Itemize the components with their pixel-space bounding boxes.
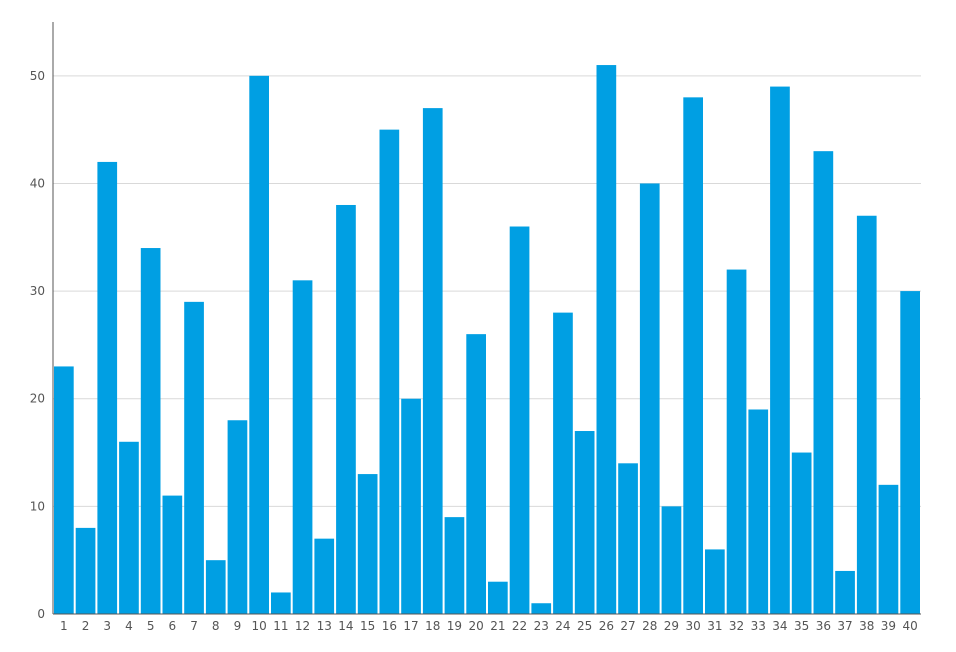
x-tick-label: 8 — [212, 619, 220, 633]
x-tick-label: 9 — [234, 619, 242, 633]
x-tick-label: 21 — [490, 619, 505, 633]
x-tick-label: 29 — [664, 619, 679, 633]
bar-18 — [422, 108, 443, 614]
y-tick-label: 30 — [30, 284, 45, 298]
bar-29 — [661, 506, 682, 614]
bar-7 — [184, 301, 204, 614]
axes — [52, 22, 921, 615]
bar-8 — [205, 560, 226, 614]
x-tick-label: 34 — [772, 619, 787, 633]
bar-9 — [227, 420, 248, 614]
bar-35 — [791, 452, 812, 614]
x-tick-label: 38 — [859, 619, 874, 633]
x-tick-label: 35 — [794, 619, 809, 633]
x-tick-label: 40 — [903, 619, 918, 633]
x-tick-labels: 1 2 3 4 5 6 7 8 9 10 11 12 13 14 15 16 17 18 19 20 21 22 23 24 2… — [60, 619, 918, 633]
bars — [54, 65, 920, 615]
y-tick-label: 50 — [30, 69, 45, 83]
bar-3 — [97, 161, 118, 614]
bar-26 — [596, 65, 617, 614]
bar-20 — [466, 334, 486, 614]
y-tick-label: 40 — [30, 176, 45, 190]
x-tick-label: 30 — [686, 619, 701, 633]
bar-14 — [336, 204, 356, 614]
x-tick-label: 5 — [147, 619, 155, 633]
x-tick-label: 39 — [881, 619, 896, 633]
x-tick-label: 20 — [469, 619, 484, 633]
bar-37 — [835, 570, 855, 614]
bar-24 — [553, 312, 573, 614]
bar-31 — [705, 549, 725, 614]
x-tick-label: 26 — [599, 619, 614, 633]
x-tick-label: 11 — [273, 619, 288, 633]
x-tick-label: 14 — [338, 619, 353, 633]
x-tick-label: 33 — [751, 619, 766, 633]
bar-19 — [444, 517, 465, 614]
x-tick-label: 17 — [403, 619, 418, 633]
x-tick-label: 12 — [295, 619, 310, 633]
bar-4 — [119, 441, 139, 614]
bar-33 — [748, 409, 769, 614]
bar-21 — [488, 581, 508, 614]
grid-lines — [53, 75, 921, 507]
bar-36 — [813, 151, 834, 614]
bar-1 — [54, 366, 74, 614]
bar-12 — [292, 280, 313, 614]
y-tick-label: 20 — [30, 392, 45, 406]
bar-17 — [401, 398, 421, 614]
y-tick-label: 10 — [30, 499, 45, 513]
y-tick-label: 0 — [37, 607, 45, 621]
bar-16 — [379, 129, 400, 615]
x-tick-label: 18 — [425, 619, 440, 633]
bar-27 — [618, 463, 638, 614]
x-tick-label: 4 — [125, 619, 133, 633]
bar-22 — [509, 226, 530, 614]
x-tick-label: 23 — [534, 619, 549, 633]
x-tick-label: 1 — [60, 619, 68, 633]
y-tick-labels: 0 10 20 30 40 50 — [30, 69, 45, 621]
x-tick-label: 25 — [577, 619, 592, 633]
bar-38 — [856, 215, 877, 614]
x-tick-label: 19 — [447, 619, 462, 633]
bar-40 — [900, 291, 920, 614]
x-tick-label: 32 — [729, 619, 744, 633]
bar-28 — [639, 183, 660, 615]
bar-32 — [726, 269, 747, 614]
bar-34 — [770, 86, 790, 615]
x-tick-label: 7 — [190, 619, 198, 633]
x-tick-label: 36 — [816, 619, 831, 633]
bar-30 — [683, 97, 703, 614]
x-tick-label: 13 — [317, 619, 332, 633]
x-tick-label: 28 — [642, 619, 657, 633]
x-tick-label: 22 — [512, 619, 527, 633]
x-tick-label: 15 — [360, 619, 375, 633]
x-tick-label: 16 — [382, 619, 397, 633]
x-tick-label: 31 — [707, 619, 722, 633]
x-tick-label: 27 — [620, 619, 635, 633]
x-tick-label: 3 — [103, 619, 111, 633]
bar-39 — [878, 484, 899, 614]
bar-15 — [357, 474, 378, 614]
bar-11 — [271, 592, 291, 614]
bar-10 — [249, 75, 269, 615]
bar-25 — [574, 431, 595, 614]
x-tick-label: 2 — [82, 619, 90, 633]
x-tick-label: 6 — [169, 619, 177, 633]
bar-5 — [140, 248, 161, 614]
bar-2 — [75, 527, 96, 614]
x-tick-label: 10 — [252, 619, 267, 633]
bar-6 — [162, 495, 183, 614]
bar-23 — [531, 603, 552, 614]
x-tick-label: 37 — [837, 619, 852, 633]
x-tick-label: 24 — [555, 619, 570, 633]
bar-13 — [314, 538, 335, 614]
